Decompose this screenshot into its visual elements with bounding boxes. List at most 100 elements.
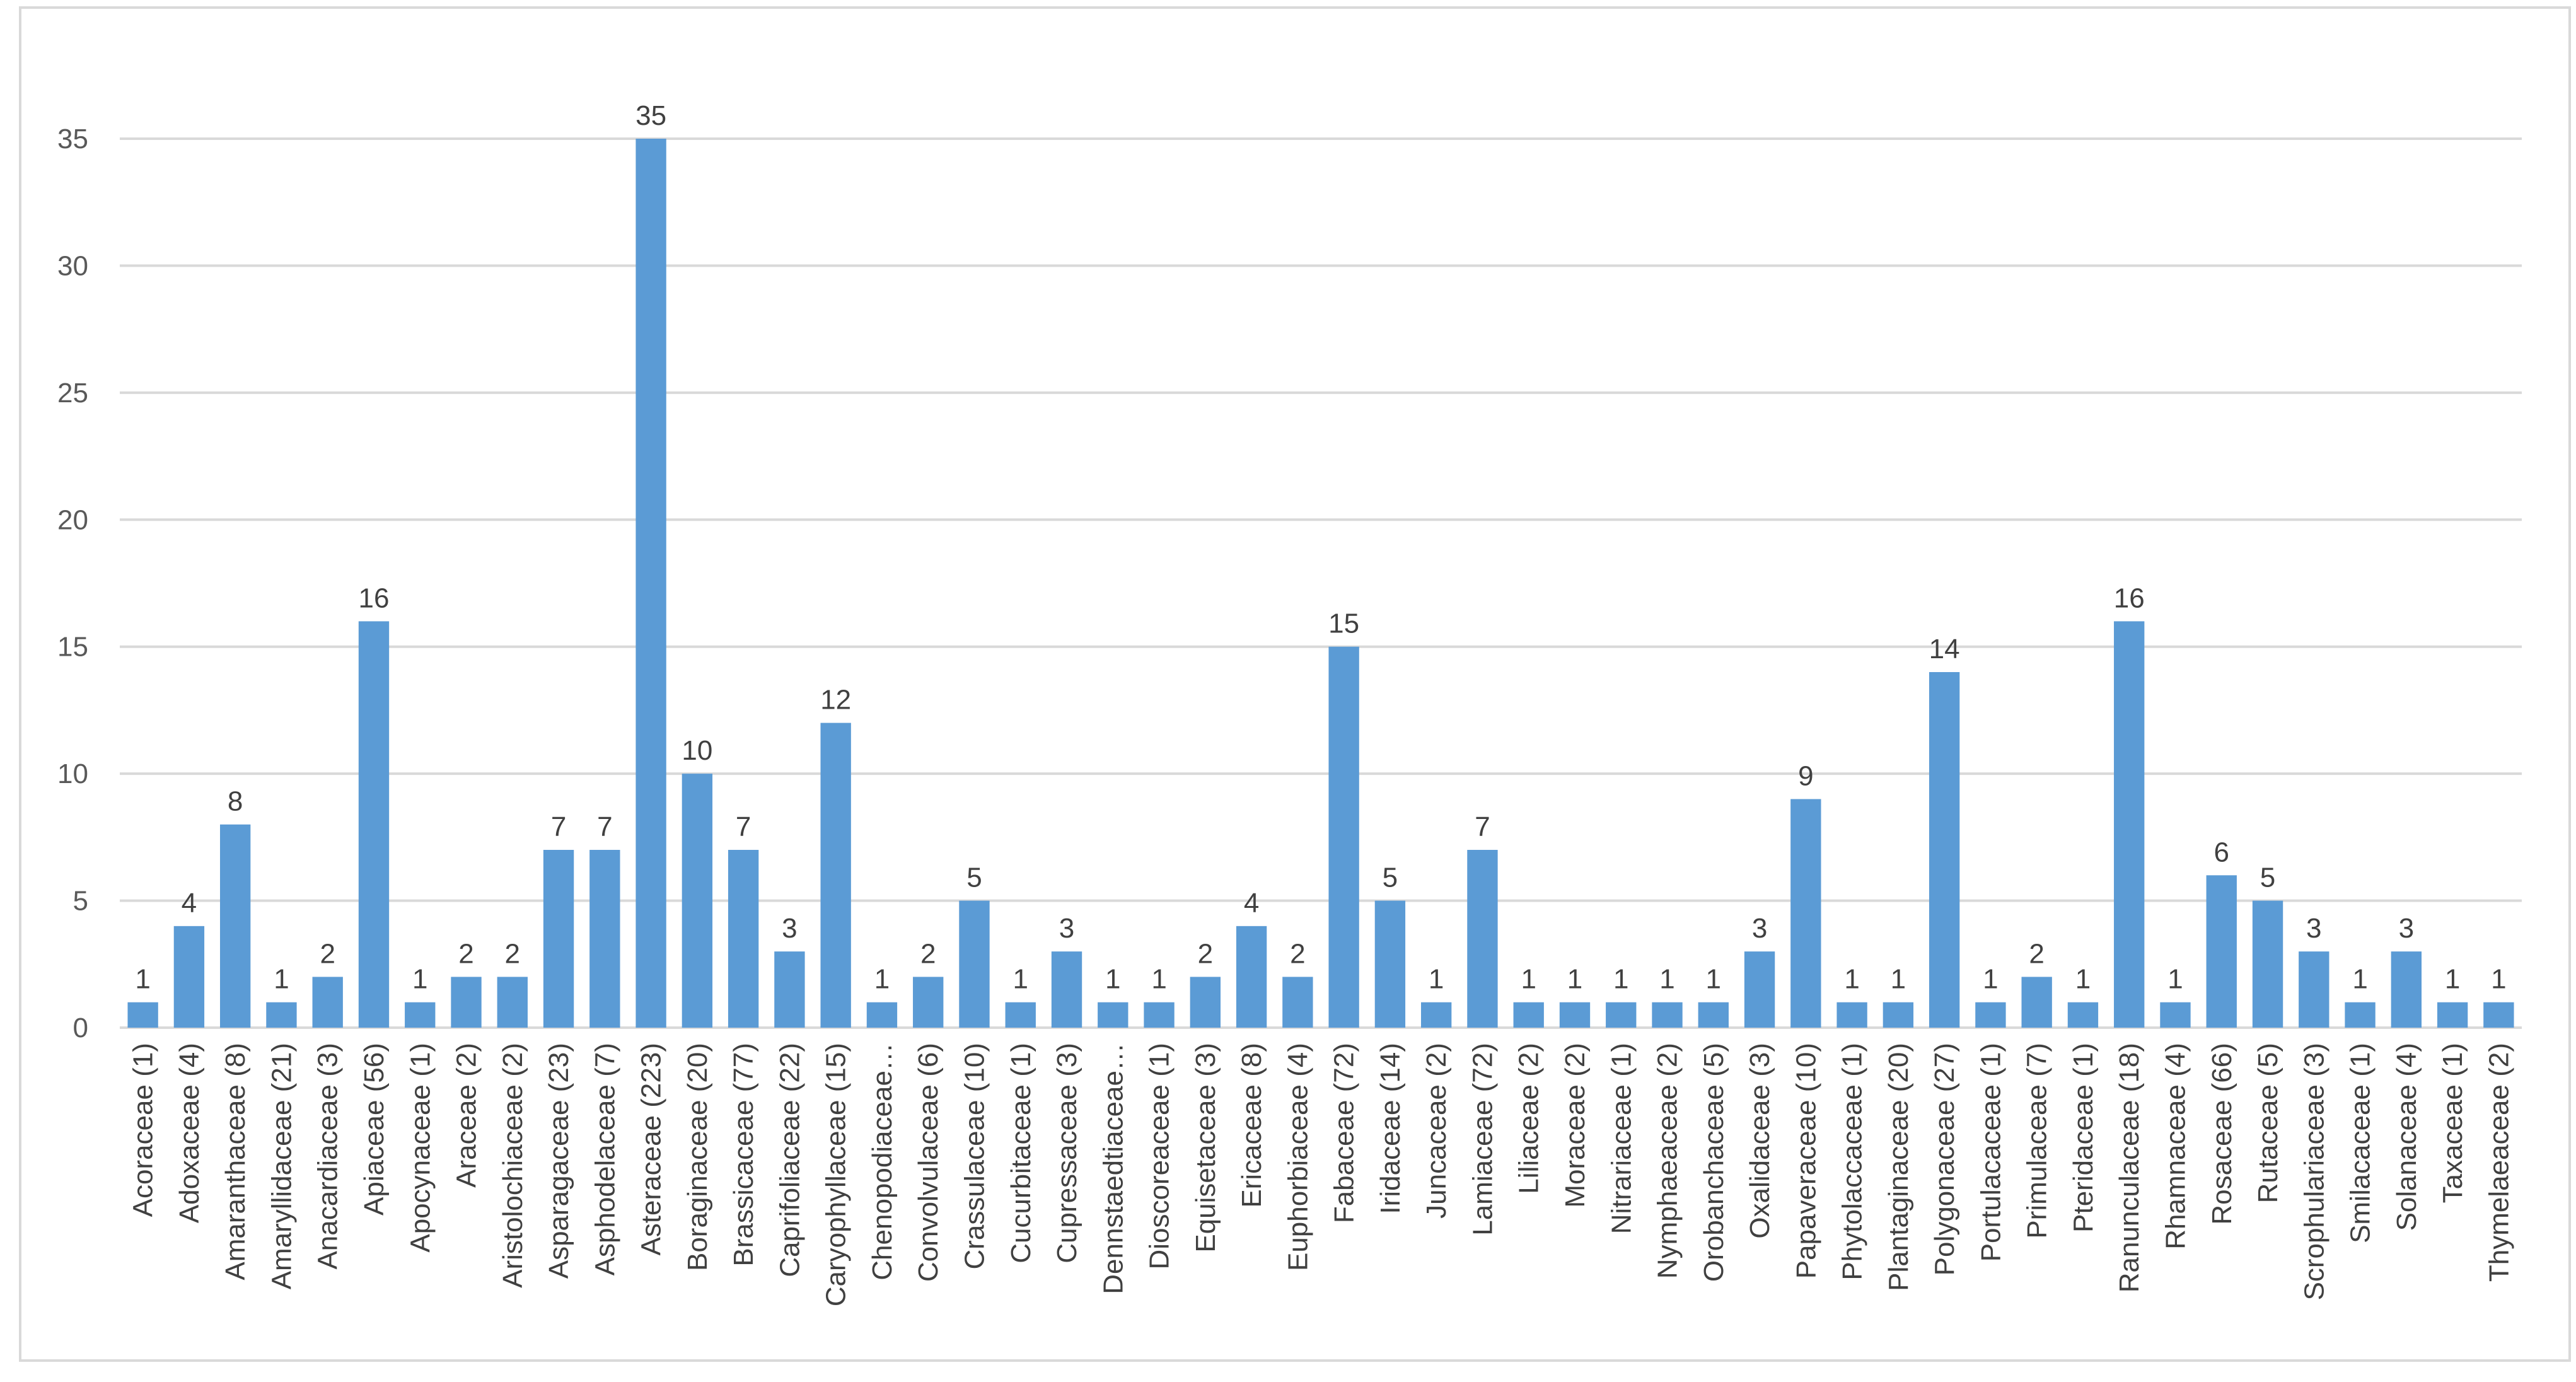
bar (1190, 977, 1221, 1028)
category-label: Euphorbiaceae (4) (1282, 1043, 1313, 1271)
data-label: 14 (1929, 634, 1960, 665)
bar (1374, 900, 1406, 1028)
bar (1652, 1002, 1683, 1028)
data-label: 2 (1198, 938, 1213, 969)
data-label: 1 (2167, 964, 2183, 995)
category-label: Dennstaedtiaceae… (1098, 1043, 1128, 1294)
bar (1051, 951, 1082, 1028)
chart-frame (19, 6, 2571, 1362)
category-label: Equisetaceae (3) (1190, 1043, 1221, 1253)
bar (1144, 1002, 1175, 1028)
category-label: Juncaceae (2) (1421, 1043, 1452, 1219)
bars (127, 139, 2514, 1028)
bar (1606, 1002, 1637, 1028)
data-label: 2 (1290, 938, 1305, 969)
bar (1559, 1002, 1591, 1028)
category-label: Rosaceae (66) (2207, 1043, 2237, 1225)
y-tick-label: 25 (57, 378, 88, 409)
category-label: Apiaceae (56) (359, 1043, 390, 1216)
gridlines (120, 137, 2522, 1029)
bar (959, 900, 990, 1028)
bar (589, 850, 620, 1028)
category-label: Cupressaceae (3) (1052, 1043, 1082, 1263)
category-label: Cucurbitaceae (1) (1006, 1043, 1036, 1263)
category-label: Polygonaceae (27) (1929, 1043, 1960, 1275)
category-label: Amaranthaceae (8) (220, 1043, 251, 1280)
data-label: 1 (1659, 964, 1674, 995)
data-label: 15 (1328, 608, 1359, 639)
bar (728, 850, 759, 1028)
bar (127, 1002, 158, 1028)
data-label: 1 (1105, 964, 1120, 995)
category-label: Nitrariaceae (1) (1606, 1043, 1637, 1234)
data-label: 2 (320, 938, 335, 969)
bar (682, 774, 713, 1028)
bar (866, 1002, 898, 1028)
bar (219, 824, 251, 1028)
bar (2021, 977, 2052, 1028)
data-label: 1 (1151, 964, 1166, 995)
data-label: 1 (2491, 964, 2506, 995)
data-label: 1 (135, 964, 150, 995)
bar (1467, 850, 1498, 1028)
bar (2437, 1002, 2468, 1028)
bar (358, 621, 390, 1028)
category-label: Pteridaceae (1) (2068, 1043, 2099, 1233)
data-label: 3 (2306, 913, 2321, 944)
y-tick-label: 10 (57, 758, 88, 789)
bar (635, 139, 666, 1028)
category-label: Oxalidaceae (3) (1744, 1043, 1775, 1239)
bar (2114, 621, 2145, 1028)
data-label: 4 (182, 888, 197, 919)
bar (543, 850, 574, 1028)
category-label: Aristolochiaceae (2) (497, 1043, 528, 1288)
bar (1698, 1002, 1729, 1028)
data-label: 16 (2114, 583, 2145, 613)
category-label: Araceae (2) (451, 1043, 482, 1188)
y-tick-label: 5 (73, 886, 88, 917)
data-label: 5 (1383, 862, 1398, 893)
data-label: 10 (682, 735, 712, 766)
bar (1420, 1002, 1452, 1028)
data-label: 9 (1798, 760, 1813, 791)
category-label: Phytolaccaceae (1) (1837, 1043, 1868, 1280)
category-label: Plantaginaceae (20) (1883, 1043, 1914, 1291)
bar (2345, 1002, 2376, 1028)
bar (1282, 977, 1313, 1028)
y-axis-ticks: 0 5 10 15 20 25 30 35 (57, 124, 88, 1043)
category-label: Amaryllidaceae (21) (266, 1043, 297, 1289)
category-label: Thymelaeaceae (2) (2483, 1043, 2514, 1282)
category-label: Liliaceae (2) (1514, 1043, 1545, 1194)
data-label: 1 (1613, 964, 1628, 995)
bar (405, 1002, 436, 1028)
category-label: Papaveraceae (10) (1790, 1043, 1821, 1279)
bar (173, 926, 205, 1028)
bar (820, 723, 851, 1028)
bar (774, 951, 805, 1028)
y-tick-label: 35 (57, 124, 88, 154)
category-label: Acoraceae (1) (128, 1043, 159, 1217)
bar (1328, 646, 1359, 1028)
data-label: 1 (1844, 964, 1859, 995)
category-label: Caprifoliaceae (22) (774, 1043, 805, 1277)
category-label: Adoxaceae (4) (174, 1043, 205, 1223)
data-label: 1 (1983, 964, 1998, 995)
bar (2067, 1002, 2099, 1028)
bar (2252, 900, 2283, 1028)
category-label: Smilacaceae (1) (2345, 1043, 2376, 1243)
data-label: 12 (820, 685, 851, 716)
category-label: Convolvulaceae (6) (913, 1043, 944, 1282)
data-label: 1 (1567, 964, 1582, 995)
category-label: Anacardiaceae (3) (313, 1043, 344, 1270)
data-label: 16 (359, 583, 390, 613)
bar (2160, 1002, 2191, 1028)
category-label: Chenopodiaceae… (867, 1043, 898, 1280)
category-label: Dioscoreaceae (1) (1144, 1043, 1175, 1270)
data-label: 1 (412, 964, 427, 995)
data-label: 3 (1059, 913, 1074, 944)
data-label: 1 (2352, 964, 2367, 995)
bar (2391, 951, 2422, 1028)
category-label: Apocynaceae (1) (405, 1043, 436, 1253)
bar (2206, 875, 2237, 1028)
